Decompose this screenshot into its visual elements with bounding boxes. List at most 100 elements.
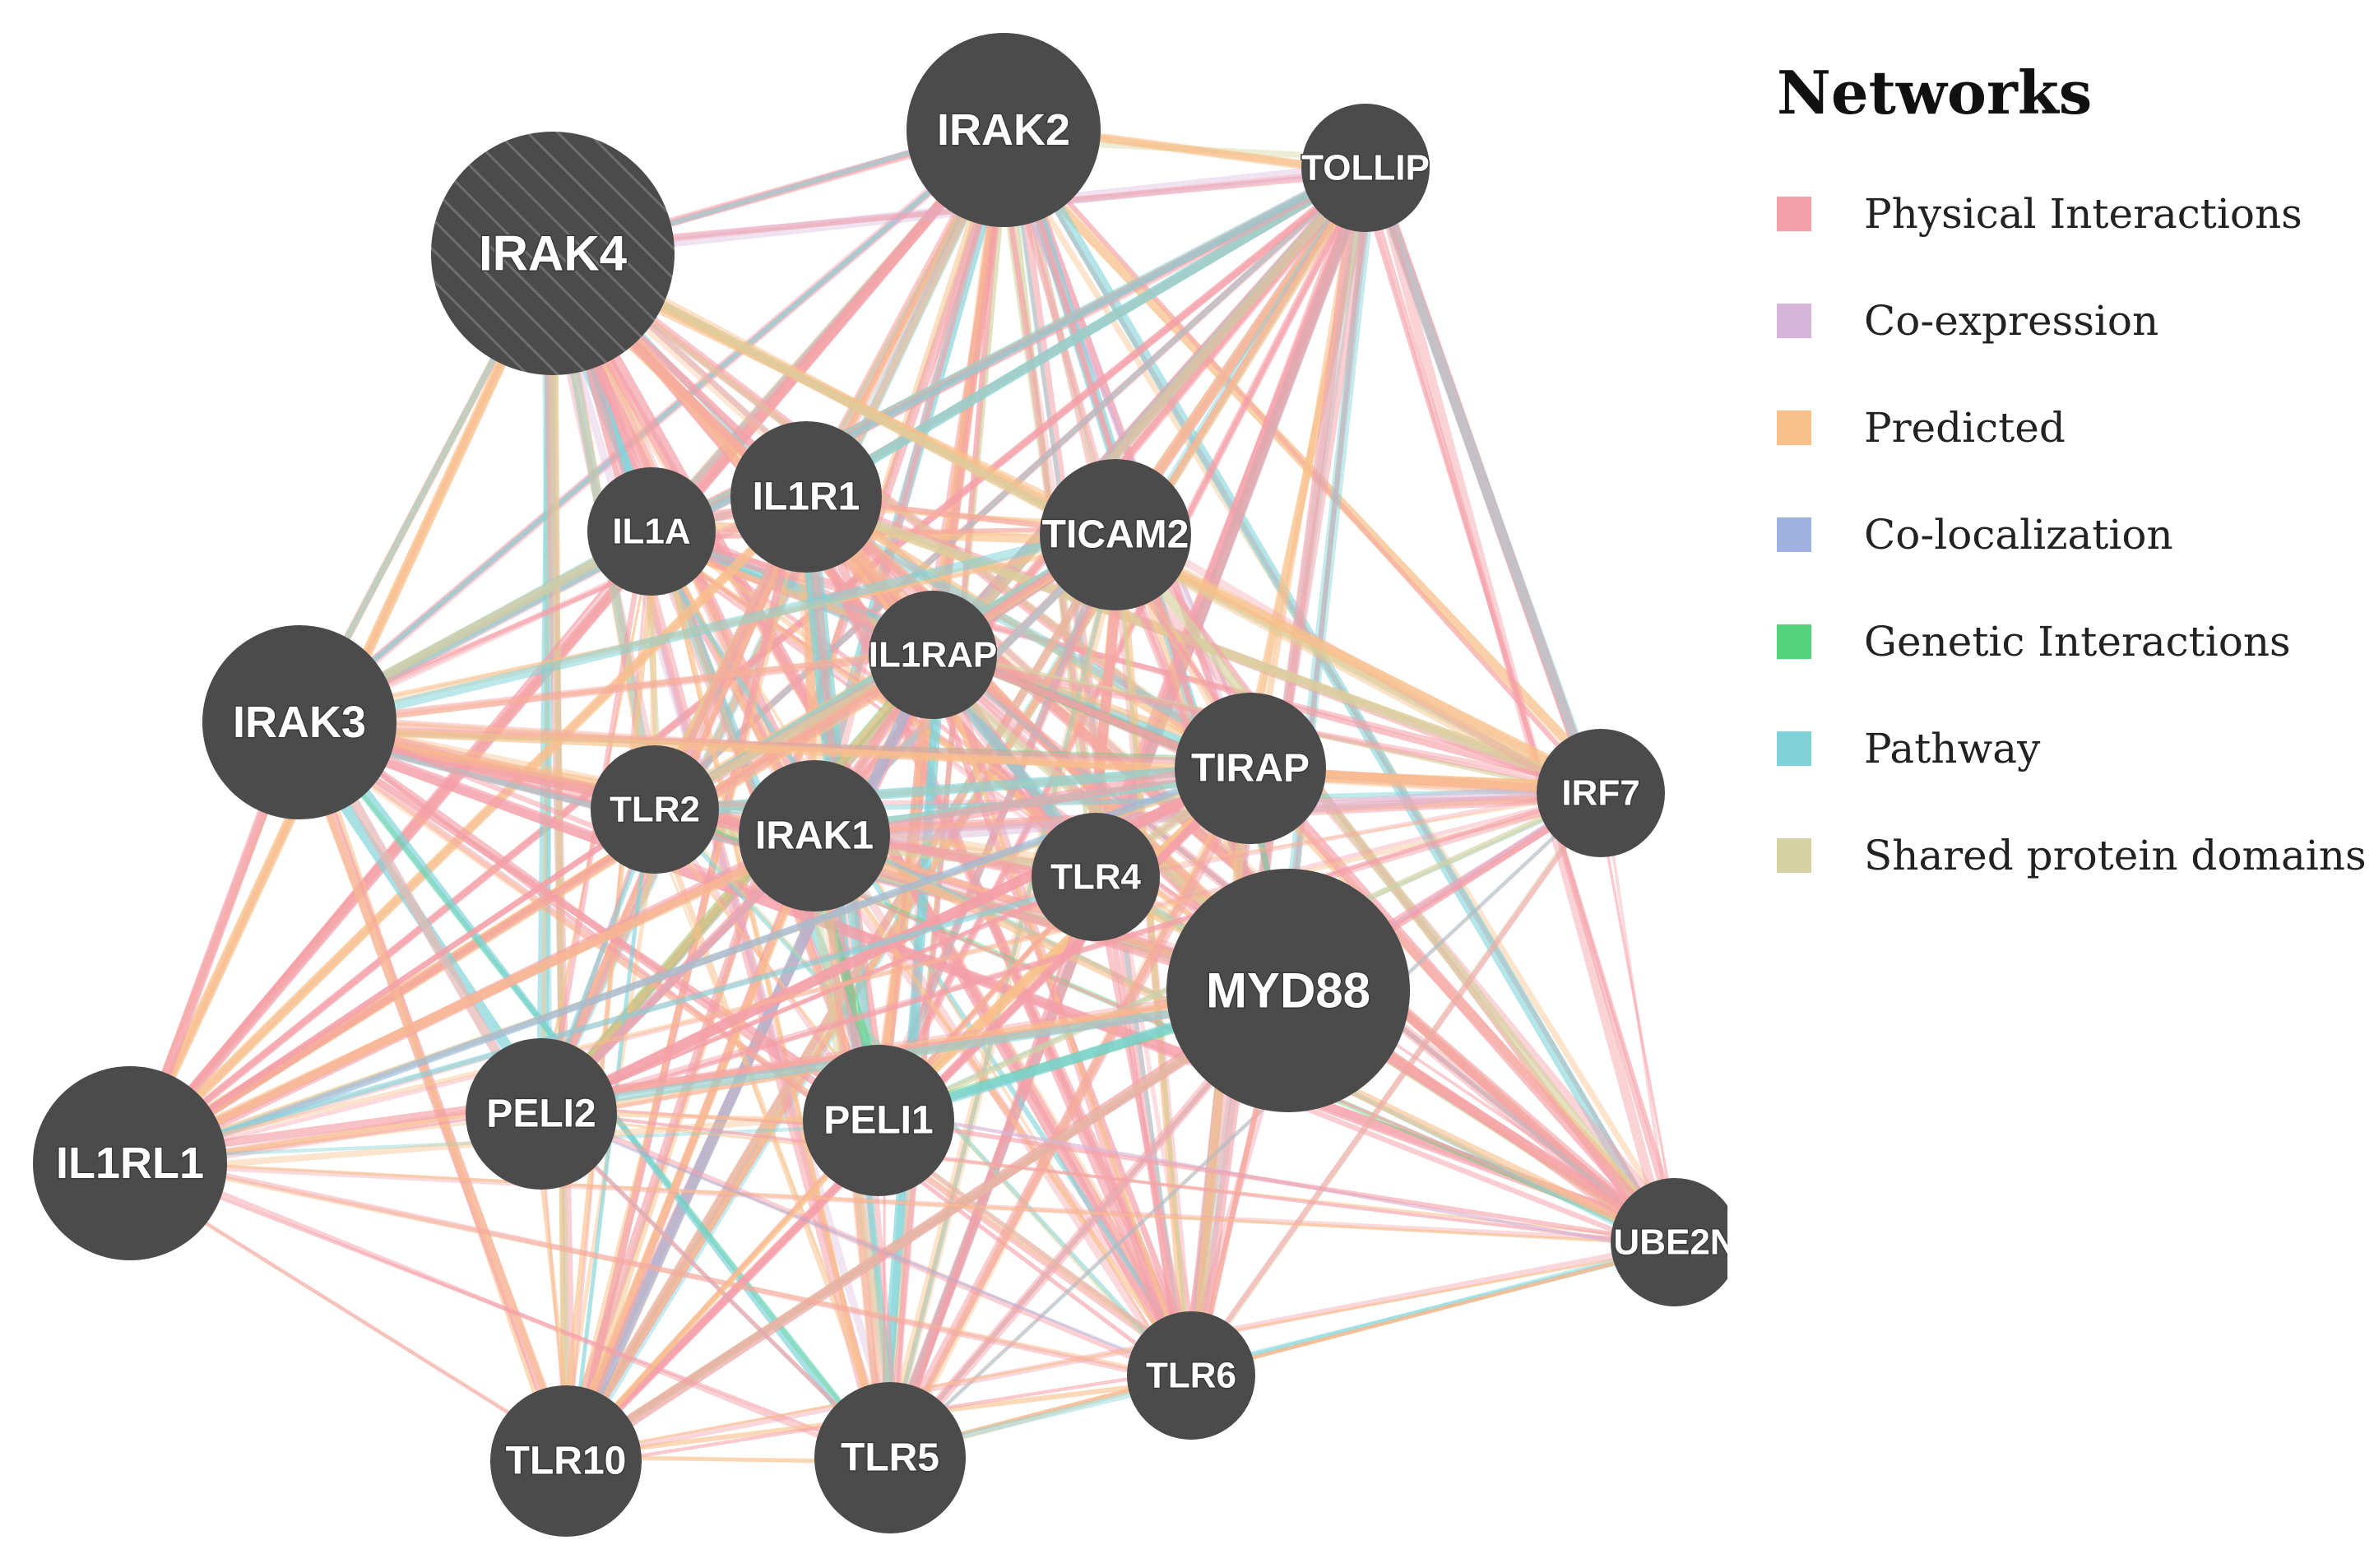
node-irf7[interactable]: IRF7 (1537, 729, 1665, 857)
edge-il1a-il1rl1 (131, 532, 651, 1162)
edge-tlr2-tlr5 (651, 809, 894, 1459)
node-il1a[interactable]: IL1A (587, 467, 716, 596)
node-tlr2[interactable]: TLR2 (591, 745, 719, 874)
node-circle (906, 33, 1101, 227)
edge-irak4-tlr5 (542, 258, 901, 1453)
node-circle (739, 760, 890, 912)
node-label: TLR2 (610, 790, 700, 830)
networks-legend: Networks Physical Interactions Co-expres… (1769, 58, 2367, 909)
legend-item-physical-interactions[interactable]: Physical Interactions (1769, 160, 2361, 267)
node-circle (33, 1066, 227, 1260)
node-il1rl1[interactable]: IL1RL1 (33, 1066, 227, 1260)
node-myd88[interactable]: MYD88 (1166, 869, 1410, 1112)
edge-tirap-ube2n (1247, 763, 1678, 1248)
node-label: TOLLIP (1301, 148, 1430, 188)
node-label: PELI2 (486, 1092, 596, 1136)
node-label: TICAM2 (1042, 513, 1189, 557)
node-il1rap[interactable]: IL1RAP (867, 591, 999, 719)
legend-label: Co-localization (1864, 511, 2173, 559)
edge-ticam2-irf7 (1110, 532, 1606, 796)
node-tlr5[interactable]: TLR5 (814, 1382, 966, 1533)
node-circle (869, 591, 997, 719)
node-label: IRAK2 (937, 105, 1070, 155)
node-tlr4[interactable]: TLR4 (1032, 813, 1160, 941)
legend-swatch (1777, 304, 1811, 338)
edge-ube2n-tlr5 (897, 1248, 1668, 1452)
legend-swatch (1777, 517, 1811, 552)
node-label: MYD88 (1206, 963, 1370, 1018)
edge-irak3-tlr6 (290, 727, 1201, 1371)
node-irak3[interactable]: IRAK3 (202, 625, 396, 819)
edge-irak2-irf7 (993, 132, 1611, 791)
node-ticam2[interactable]: TICAM2 (1040, 459, 1191, 610)
edge-irak1-il1rl1 (132, 836, 813, 1163)
node-irak4[interactable]: IRAK4 (431, 132, 675, 375)
node-label: IL1R1 (753, 476, 860, 519)
legend-label: Genetic Interactions (1864, 618, 2291, 666)
edge-ube2n-tlr10 (573, 1248, 1668, 1455)
node-irak1[interactable]: IRAK1 (739, 760, 890, 912)
edge-il1rl1-tlr5 (134, 1156, 886, 1465)
node-circle (431, 132, 675, 375)
edge-tollip-myd88 (1277, 159, 1376, 1000)
edge-irf7-il1rl1 (137, 799, 1593, 1157)
node-circle (1127, 1311, 1255, 1440)
node-circle (803, 1045, 954, 1196)
legend-label: Shared protein domains (1864, 832, 2367, 879)
edge-tollip-irf7 (1365, 161, 1602, 800)
node-label: IL1A (612, 512, 690, 552)
legend-item-predicted[interactable]: Predicted (1769, 374, 2361, 481)
node-peli1[interactable]: PELI1 (803, 1045, 954, 1196)
node-peli2[interactable]: PELI2 (466, 1038, 617, 1190)
node-tirap[interactable]: TIRAP (1175, 693, 1326, 844)
node-label: IL1RL1 (56, 1139, 204, 1188)
node-label: IRF7 (1561, 773, 1639, 814)
legend-swatch (1777, 624, 1811, 659)
legend-label: Predicted (1864, 404, 2066, 452)
node-label: IRAK3 (233, 698, 366, 747)
legend-item-co-expression[interactable]: Co-expression (1769, 267, 2361, 374)
edge-il1rl1-ube2n (132, 1159, 1673, 1246)
legend-item-co-localization[interactable]: Co-localization (1769, 481, 2361, 588)
node-circle (814, 1382, 966, 1533)
edge-il1rap-irak3 (296, 648, 936, 729)
edge-tollip-myd88 (1274, 159, 1379, 1000)
node-label: PELI1 (823, 1099, 933, 1143)
node-circle (202, 625, 396, 819)
edge-myd88-tlr10 (554, 977, 1300, 1474)
legend-item-genetic-interactions[interactable]: Genetic Interactions (1769, 588, 2361, 695)
edge-peli1-tlr10 (568, 1123, 876, 1459)
legend-label: Physical Interactions (1864, 190, 2302, 238)
node-circle (1175, 693, 1326, 844)
node-irak2[interactable]: IRAK2 (906, 33, 1101, 227)
node-il1r1[interactable]: IL1R1 (730, 421, 882, 573)
edge-myd88-peli2 (546, 992, 1283, 1112)
edge-peli2-tlr5 (540, 1111, 892, 1460)
edge-tlr4-il1rl1 (136, 881, 1090, 1159)
edge-irak1-tlr6 (813, 833, 1193, 1378)
edge-tlr4-peli2 (543, 878, 1094, 1113)
edge-tlr2-il1rl1 (130, 809, 655, 1164)
node-label: TIRAP (1191, 747, 1310, 791)
node-ube2n[interactable]: UBE2N (1611, 1178, 1727, 1306)
edge-ticam2-irak3 (290, 522, 1125, 735)
node-tollip[interactable]: TOLLIP (1301, 104, 1430, 232)
edge-tlr4-irf7 (1095, 791, 1602, 879)
edge-il1a-tlr4 (642, 537, 1105, 871)
node-tlr10[interactable]: TLR10 (490, 1385, 642, 1537)
node-circle (1301, 104, 1430, 232)
legend-swatch (1777, 838, 1811, 873)
edge-irf7-tlr6 (1181, 783, 1611, 1385)
legend-item-shared-protein-domains[interactable]: Shared protein domains (1769, 802, 2367, 909)
edge-il1a-il1rl1 (124, 526, 657, 1169)
node-circle (466, 1038, 617, 1190)
edge-il1rap-irak3 (292, 645, 940, 732)
legend-label: Co-expression (1864, 297, 2159, 345)
node-label: IRAK1 (755, 814, 874, 858)
legend-title: Networks (1777, 58, 2093, 128)
edge-il1r1-irak3 (306, 502, 800, 717)
node-tlr6[interactable]: TLR6 (1127, 1311, 1255, 1440)
edge-il1r1-tlr10 (562, 494, 810, 1464)
legend-item-pathway[interactable]: Pathway (1769, 695, 2361, 802)
node-label: UBE2N (1613, 1222, 1727, 1263)
